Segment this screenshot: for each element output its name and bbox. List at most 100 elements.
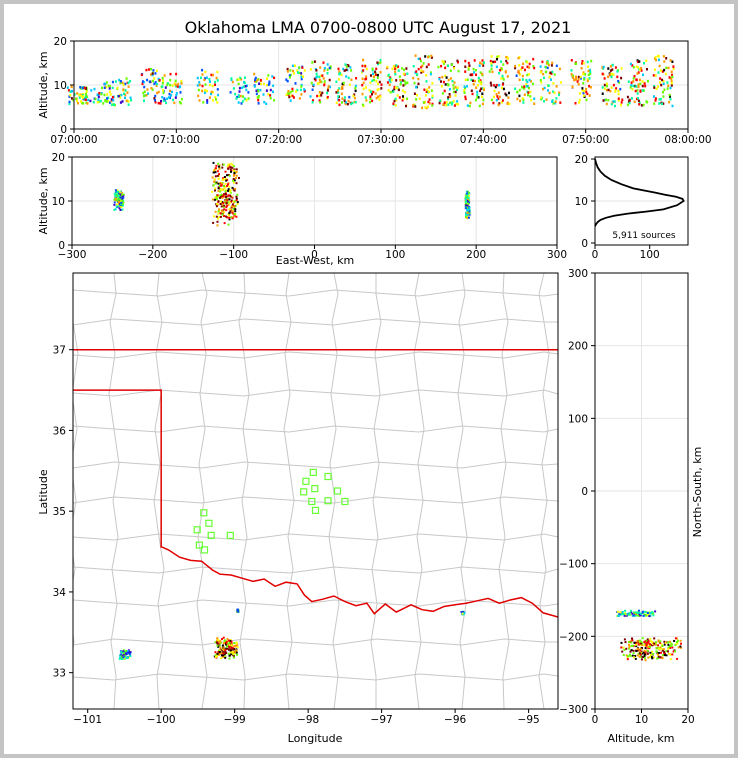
time-height-density-cell <box>377 87 380 91</box>
time-height-density-cell <box>547 63 550 67</box>
time-height-density-cell <box>427 55 430 59</box>
time-height-density-cell <box>309 68 312 71</box>
time-height-density-cell <box>631 88 634 91</box>
ew-height-density-cell <box>117 201 120 204</box>
ns-height-density-cell <box>644 651 647 654</box>
county-line <box>108 273 120 709</box>
plan-view-density-cell <box>229 639 232 642</box>
time-height-density-cell <box>617 89 620 93</box>
time-height-density-cell <box>508 102 511 106</box>
time-height-density-cell <box>646 68 648 71</box>
ew-height-density-cell <box>223 222 226 225</box>
time-height-density-cell <box>327 87 329 91</box>
time-height-density-cell <box>170 94 173 97</box>
time-height-density-cell <box>425 90 428 93</box>
time-height-density-cell <box>105 100 108 103</box>
time-height-density-cell <box>480 81 483 84</box>
time-height-density-cell <box>166 82 169 85</box>
time-height-density-cell <box>76 92 79 95</box>
time-height-density-cell <box>547 84 550 87</box>
plan-view-density-cell <box>123 652 126 655</box>
time-height-density-cell <box>558 67 561 71</box>
time-height-density-cell <box>514 66 517 70</box>
ew-height-density-cell <box>121 193 124 196</box>
time-height-density-cell <box>480 87 483 90</box>
time-height-density-cell <box>637 60 639 63</box>
time-height-density-cell <box>208 78 211 81</box>
time-height-density-cell <box>125 99 128 102</box>
county-line <box>456 273 468 709</box>
plan-view-density-cell <box>225 645 228 648</box>
ns-height-density-cell <box>623 614 626 617</box>
ew-height-density-cell <box>115 205 118 208</box>
time-height-density-cell <box>493 95 495 99</box>
ns-height-density-cell <box>671 646 674 649</box>
plan-view-density-cell <box>235 651 238 654</box>
ew-height-density-cell <box>219 212 222 215</box>
time-height-density-cell <box>527 93 529 97</box>
time-height-density-cell <box>298 66 301 69</box>
time-height-density-cell <box>293 72 295 75</box>
ew-height-density-cell <box>115 197 118 200</box>
time-height-density-cell <box>337 89 339 92</box>
ns-height-density-cell <box>628 613 631 616</box>
time-height-density-cell <box>212 99 214 102</box>
time-height-density-cell <box>454 94 457 97</box>
time-height-density-cell <box>464 78 467 81</box>
time-height-density-cell <box>496 57 498 61</box>
ew-height-density-cell <box>212 161 215 164</box>
time-height-density-cell <box>495 65 498 69</box>
time-height-density-cell <box>110 98 113 101</box>
time-height-density-cell <box>521 74 524 78</box>
time-height-ticks: 07:00:00 07:10:00 07:20:00 07:30:00 07:40:00… <box>50 36 711 146</box>
time-height-density-cell <box>480 95 483 98</box>
time-height-density-cell <box>530 80 532 83</box>
time-height-density-cell <box>539 79 542 82</box>
ew-height-density-cell <box>235 197 238 200</box>
time-height-density-cell <box>386 81 389 84</box>
time-height-density-cell <box>473 59 476 62</box>
time-height-density-cell <box>340 92 343 96</box>
ew-height-density-cell <box>122 193 125 196</box>
ew-height-density-cell <box>225 204 228 207</box>
lma-station-marker <box>302 477 310 485</box>
time-height-density-cell <box>106 93 109 96</box>
time-height-density-cell <box>469 73 472 76</box>
time-height-ylabel: Altitude, km <box>37 51 50 118</box>
time-height-density-cell <box>143 85 146 89</box>
ns-height-ytick-label: 100 <box>568 413 588 425</box>
time-height-density-cell <box>472 83 475 86</box>
time-height-density-cell <box>179 91 182 94</box>
time-height-density-cell <box>431 104 434 107</box>
ns-height-xtick-label: 20 <box>681 714 694 726</box>
time-height-density-cell <box>581 60 584 63</box>
time-height-density-cell <box>371 67 374 71</box>
time-height-density-cell <box>214 80 217 84</box>
time-height-density-cell <box>348 95 351 99</box>
time-height-density-cell <box>164 86 167 89</box>
time-height-density-cell <box>543 86 546 90</box>
time-height-density-cell <box>288 76 291 79</box>
histogram-xtick-label: 0 <box>592 249 599 261</box>
time-height-density-cell <box>443 89 446 93</box>
ns-height-density-cell <box>635 645 638 648</box>
time-height-density-cell <box>341 82 344 86</box>
time-height-density-cell <box>516 90 519 94</box>
ns-height-density-cell <box>621 650 624 653</box>
time-height-density-cell <box>396 86 399 90</box>
lma-station-marker <box>195 541 203 549</box>
time-height-density-cell <box>255 80 258 83</box>
time-height-density-cell <box>609 89 612 93</box>
time-height-density-cell <box>337 95 340 98</box>
time-height-density-cell <box>323 80 326 83</box>
time-height-density-cell <box>238 86 241 90</box>
time-height-density-cell <box>341 101 343 104</box>
plan-view-density-cell <box>219 641 222 644</box>
time-height-density-cell <box>418 97 421 100</box>
time-height-density-cell <box>504 70 507 73</box>
plan-view-density-cell <box>222 636 225 639</box>
time-height-density-cell <box>152 79 155 83</box>
time-height-density-cell <box>634 89 637 93</box>
time-height-density-cell <box>425 65 428 69</box>
